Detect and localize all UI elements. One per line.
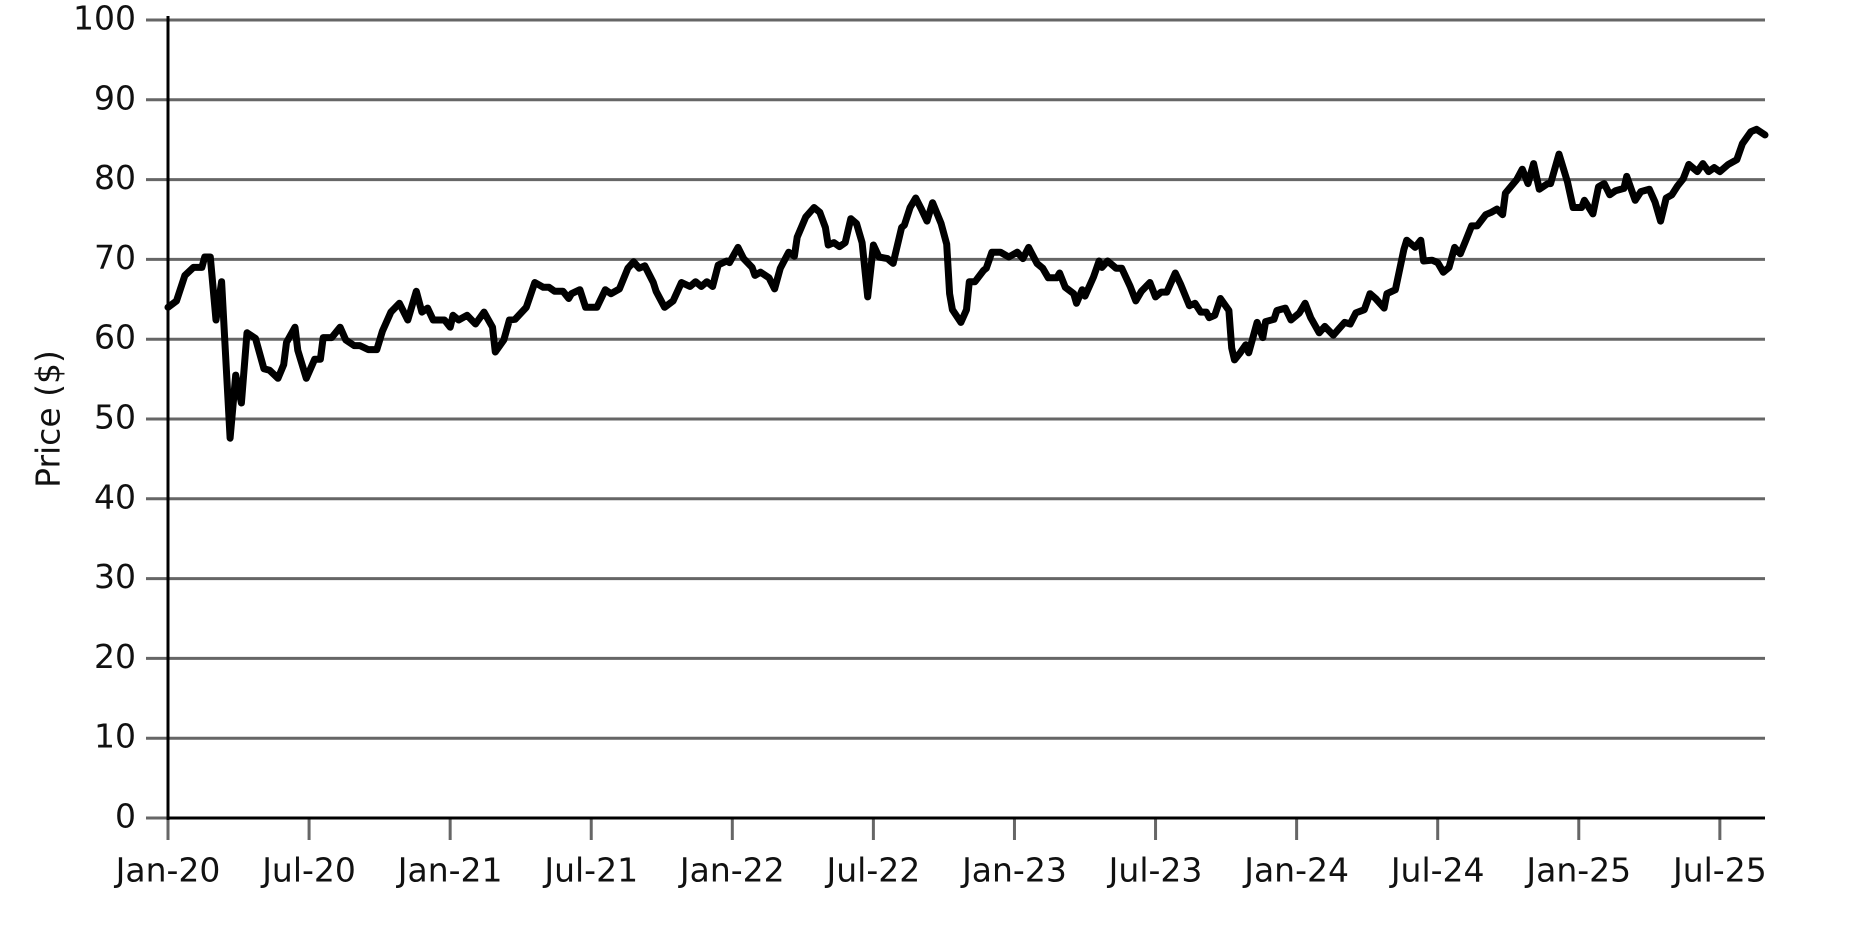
x-tick-label: Jan-21 — [396, 851, 503, 890]
y-tick-label: 0 — [115, 797, 136, 836]
y-tick-label: 60 — [94, 318, 136, 357]
price-line — [164, 125, 1769, 442]
y-axis-label: Price ($) — [29, 350, 68, 488]
x-tick-label: Jul-21 — [542, 851, 638, 890]
y-tick-label: 50 — [94, 398, 136, 437]
x-tick-label: Jan-20 — [114, 851, 221, 890]
y-tick-label: 10 — [94, 717, 136, 756]
y-tick-label: 30 — [94, 557, 136, 596]
y-tick-label: 80 — [94, 158, 136, 197]
x-tick-label: Jul-25 — [1671, 851, 1767, 890]
y-tick-label: 100 — [73, 0, 136, 38]
x-tick-label: Jul-24 — [1389, 851, 1485, 890]
y-tick-label: 40 — [94, 477, 136, 516]
y-tick-label: 20 — [94, 637, 136, 676]
x-tick-label: Jul-20 — [260, 851, 356, 890]
x-tick-label: Jul-23 — [1107, 851, 1203, 890]
x-tick-label: Jan-23 — [960, 851, 1067, 890]
x-tick-label: Jan-24 — [1242, 851, 1349, 890]
y-tick-label: 70 — [94, 238, 136, 277]
x-tick-label: Jan-22 — [678, 851, 785, 890]
x-tick-label: Jul-22 — [825, 851, 921, 890]
x-tick-label: Jan-25 — [1524, 851, 1631, 890]
y-tick-label: 90 — [94, 78, 136, 117]
